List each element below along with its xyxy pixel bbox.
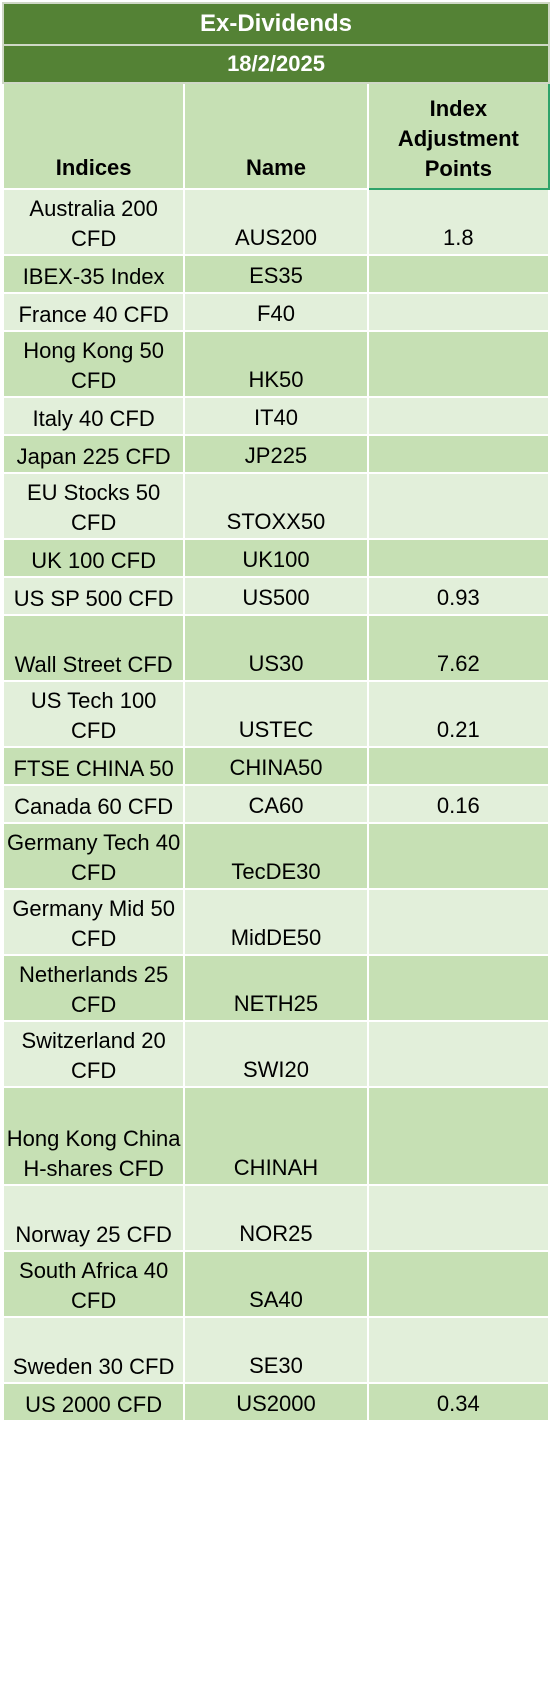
table-row: Japan 225 CFD JP225 [1,434,551,474]
table-row: Germany Mid 50 CFD MidDE50 [1,888,551,956]
points-cell [366,538,551,578]
table-row: Germany Tech 40 CFD TecDE30 [1,822,551,890]
name-cell: AUS200 [183,188,369,256]
name-cell: TecDE30 [183,822,369,890]
index-cell: FTSE CHINA 50 [1,746,186,786]
name-cell: SA40 [183,1250,369,1318]
name-cell: HK50 [183,330,369,398]
table-row: UK 100 CFD UK100 [1,538,551,578]
points-cell [366,396,551,436]
points-cell [366,746,551,786]
points-cell [366,1086,551,1186]
name-cell: NETH25 [183,954,369,1022]
points-cell: 0.93 [366,576,551,616]
table-row: Wall Street CFD US30 7.62 [1,614,551,682]
index-cell: US SP 500 CFD [1,576,186,616]
points-cell [366,472,551,540]
index-cell: Japan 225 CFD [1,434,186,474]
index-cell: Italy 40 CFD [1,396,186,436]
index-cell: US 2000 CFD [1,1382,186,1422]
name-cell: JP225 [183,434,369,474]
table-row: Hong Kong 50 CFD HK50 [1,330,551,398]
points-cell: 7.62 [366,614,551,682]
points-cell [366,822,551,890]
points-cell [366,954,551,1022]
table-row: Sweden 30 CFD SE30 [1,1316,551,1384]
points-cell [366,254,551,294]
date-row: 18/2/2025 [2,44,550,84]
index-cell: Hong Kong China H-shares CFD [1,1086,186,1186]
name-cell: US2000 [183,1382,369,1422]
name-cell: MidDE50 [183,888,369,956]
table-row: EU Stocks 50 CFD STOXX50 [1,472,551,540]
table-date: 18/2/2025 [2,44,550,84]
points-cell [366,1250,551,1318]
name-cell: US500 [183,576,369,616]
index-cell: IBEX-35 Index [1,254,186,294]
table-row: IBEX-35 Index ES35 [1,254,551,294]
index-cell: France 40 CFD [1,292,186,332]
index-cell: Sweden 30 CFD [1,1316,186,1384]
points-cell: 0.21 [366,680,551,748]
index-cell: Germany Mid 50 CFD [1,888,186,956]
name-cell: SWI20 [183,1020,369,1088]
index-cell: Netherlands 25 CFD [1,954,186,1022]
points-cell [366,292,551,332]
ex-dividends-sheet: Ex-Dividends 18/2/2025 Indices Name Inde… [1,2,551,1422]
points-cell: 0.16 [366,784,551,824]
points-cell [366,434,551,474]
title-row: Ex-Dividends [2,2,550,46]
points-cell [366,1316,551,1384]
points-cell [366,1020,551,1088]
table-row: US SP 500 CFD US500 0.93 [1,576,551,616]
table-row: Netherlands 25 CFD NETH25 [1,954,551,1022]
name-cell: UK100 [183,538,369,578]
name-cell: CA60 [183,784,369,824]
name-cell: NOR25 [183,1184,369,1252]
points-cell [366,888,551,956]
ex-dividends-table: Ex-Dividends 18/2/2025 Indices Name Inde… [1,2,551,1422]
index-cell: EU Stocks 50 CFD [1,472,186,540]
name-cell: CHINAH [183,1086,369,1186]
name-cell: USTEC [183,680,369,748]
name-cell: SE30 [183,1316,369,1384]
points-cell [366,1184,551,1252]
name-cell: CHINA50 [183,746,369,786]
table-row: US 2000 CFD US2000 0.34 [1,1382,551,1422]
index-cell: US Tech 100 CFD [1,680,186,748]
index-cell: Switzerland 20 CFD [1,1020,186,1088]
column-header-adjustment: Index Adjustment Points [366,82,551,190]
name-cell: IT40 [183,396,369,436]
table-row: Switzerland 20 CFD SWI20 [1,1020,551,1088]
column-header-indices: Indices [1,82,186,190]
index-cell: Canada 60 CFD [1,784,186,824]
points-cell: 1.8 [366,188,551,256]
table-row: FTSE CHINA 50 CHINA50 [1,746,551,786]
index-cell: Germany Tech 40 CFD [1,822,186,890]
index-cell: Australia 200 CFD [1,188,186,256]
table-row: Canada 60 CFD CA60 0.16 [1,784,551,824]
table-row: Australia 200 CFD AUS200 1.8 [1,188,551,256]
column-header-name: Name [183,82,369,190]
name-cell: US30 [183,614,369,682]
column-header-row: Indices Name Index Adjustment Points [1,82,551,190]
table-row: US Tech 100 CFD USTEC 0.21 [1,680,551,748]
points-cell [366,330,551,398]
table-row: France 40 CFD F40 [1,292,551,332]
name-cell: STOXX50 [183,472,369,540]
index-cell: Hong Kong 50 CFD [1,330,186,398]
name-cell: ES35 [183,254,369,294]
table-row: Hong Kong China H-shares CFD CHINAH [1,1086,551,1186]
table-title: Ex-Dividends [2,2,550,46]
points-cell: 0.34 [366,1382,551,1422]
index-cell: Norway 25 CFD [1,1184,186,1252]
index-cell: UK 100 CFD [1,538,186,578]
table-row: South Africa 40 CFD SA40 [1,1250,551,1318]
index-cell: Wall Street CFD [1,614,186,682]
name-cell: F40 [183,292,369,332]
table-row: Italy 40 CFD IT40 [1,396,551,436]
table-row: Norway 25 CFD NOR25 [1,1184,551,1252]
index-cell: South Africa 40 CFD [1,1250,186,1318]
